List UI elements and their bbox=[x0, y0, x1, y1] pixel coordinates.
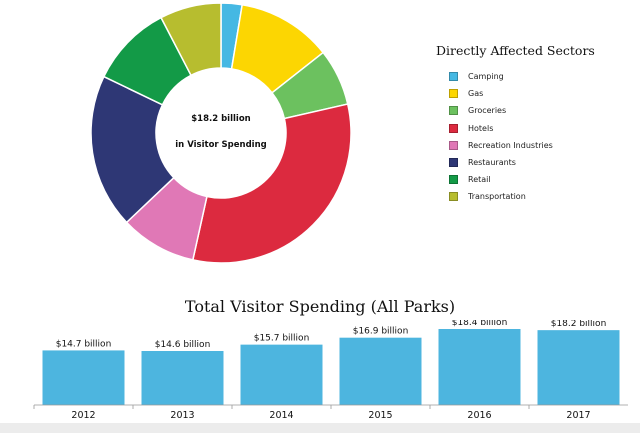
legend-label: Gas bbox=[468, 89, 484, 99]
legend-swatch bbox=[449, 89, 458, 99]
legend-label: Restaurants bbox=[468, 158, 516, 168]
donut-slice-restaurants bbox=[90, 75, 175, 224]
legend-item-gas: Gas bbox=[436, 85, 636, 102]
legend-item-groceries: Groceries bbox=[436, 102, 636, 119]
legend-swatch bbox=[449, 72, 458, 82]
bar-data-label-2013: $14.6 billion bbox=[155, 340, 211, 350]
bar-data-label-2014: $15.7 billion bbox=[254, 334, 310, 344]
bar-data-label-2017: $18.2 billion bbox=[551, 320, 607, 329]
legend-title: Directly Affected Sectors bbox=[436, 43, 595, 58]
legend-item-camping: Camping bbox=[436, 68, 636, 85]
donut-center-caption: in Visitor Spending bbox=[175, 140, 266, 150]
legend: Directly Affected Sectors Camping Gas Groc… bbox=[436, 43, 636, 206]
legend-swatch bbox=[449, 106, 458, 116]
legend-label: Camping bbox=[468, 72, 504, 82]
bar-data-label-2015: $16.9 billion bbox=[353, 327, 409, 337]
legend-label: Recreation Industries bbox=[468, 140, 553, 150]
legend-swatch bbox=[449, 175, 458, 185]
bar-data-label-2016: $18.4 billion bbox=[452, 320, 508, 328]
legend-label: Hotels bbox=[468, 123, 494, 133]
legend-item-restaurants: Restaurants bbox=[436, 154, 636, 171]
legend-swatch bbox=[449, 140, 458, 150]
legend-swatch bbox=[449, 192, 458, 202]
x-tick-label-2016: 2016 bbox=[467, 410, 491, 421]
legend-swatch bbox=[449, 123, 458, 133]
x-tick-label-2012: 2012 bbox=[71, 410, 95, 421]
legend-label: Groceries bbox=[468, 106, 507, 116]
bar-2015 bbox=[339, 337, 422, 405]
bar-2014 bbox=[240, 344, 323, 405]
donut-slices bbox=[90, 2, 352, 264]
x-tick-label-2014: 2014 bbox=[269, 410, 293, 421]
legend-label: Retail bbox=[468, 175, 491, 185]
donut-slice-transportation bbox=[160, 2, 222, 77]
legend-item-retail: Retail bbox=[436, 171, 636, 188]
x-tick-label-2013: 2013 bbox=[170, 410, 194, 421]
bar-2016 bbox=[438, 329, 521, 405]
donut-center-amount: $18.2 billion bbox=[191, 114, 250, 124]
bottom-strip bbox=[0, 423, 640, 433]
bars: $14.7 billion 2012 $14.6 billion 2013 $15.7 … bbox=[33, 320, 628, 421]
bar-chart-title: Total Visitor Spending (All Parks) bbox=[184, 297, 456, 316]
bar-2017 bbox=[537, 330, 620, 405]
bar-2012 bbox=[42, 350, 125, 405]
donut-slice-hotels bbox=[191, 103, 352, 264]
bar-2013 bbox=[141, 351, 224, 405]
donut-chart: $18.2 billion in Visitor Spending bbox=[90, 2, 352, 264]
x-tick-label-2015: 2015 bbox=[368, 410, 392, 421]
legend-item-recreation-industries: Recreation Industries bbox=[436, 137, 636, 154]
legend-item-transportation: Transportation bbox=[436, 188, 636, 205]
bar-chart: $14.7 billion 2012 $14.6 billion 2013 $15.7 … bbox=[33, 320, 628, 421]
legend-item-hotels: Hotels bbox=[436, 120, 636, 137]
bar-data-label-2012: $14.7 billion bbox=[56, 339, 112, 349]
legend-swatch bbox=[449, 158, 458, 168]
x-tick-label-2017: 2017 bbox=[566, 410, 590, 421]
legend-items: Camping Gas Groceries Hotels Recreation Indu… bbox=[436, 68, 636, 206]
legend-label: Transportation bbox=[468, 192, 526, 202]
